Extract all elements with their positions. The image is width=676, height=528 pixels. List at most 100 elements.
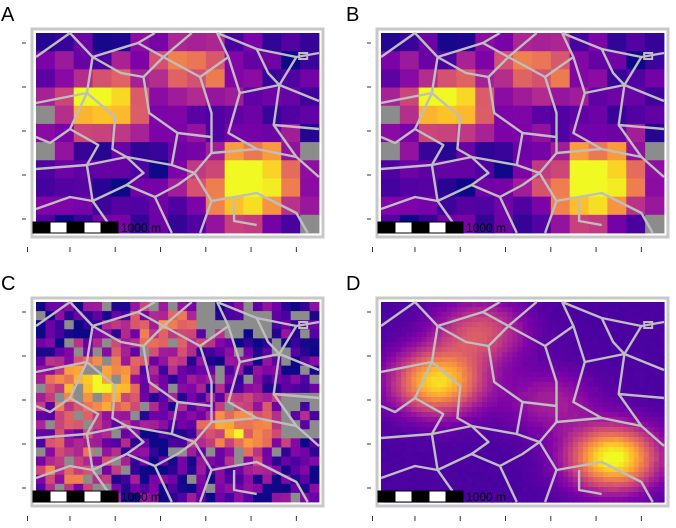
raster-cell: [588, 337, 594, 343]
raster-cell: [613, 472, 620, 478]
raster-cell: [205, 69, 226, 88]
raster-cell: [64, 420, 75, 430]
raster-cell: [262, 356, 273, 367]
raster-cell: [381, 142, 401, 161]
raster-cell: [451, 477, 458, 483]
raster-cell: [54, 356, 65, 367]
raster-cell: [628, 447, 635, 453]
raster-cell: [573, 322, 579, 328]
raster-cell: [593, 427, 599, 433]
raster-cell: [522, 487, 529, 493]
raster-cell: [471, 342, 478, 348]
raster-cell: [36, 483, 46, 494]
raster-cell: [603, 427, 610, 433]
raster-cell: [186, 347, 197, 357]
raster-cell: [92, 178, 112, 198]
raster-cell: [562, 367, 569, 373]
raster-cell: [638, 462, 645, 468]
raster-cell: [573, 347, 579, 353]
raster-cell: [628, 352, 635, 358]
raster-cell: [562, 472, 569, 478]
raster-cell: [386, 377, 392, 383]
raster-cell: [628, 332, 635, 338]
raster-cell: [186, 33, 207, 52]
raster-cell: [111, 438, 122, 448]
raster-cell: [648, 302, 655, 308]
raster-cell: [648, 382, 655, 388]
raster-cell: [552, 462, 559, 468]
raster-cell: [309, 411, 320, 421]
raster-cell: [102, 383, 112, 394]
raster-cell: [492, 497, 498, 503]
raster-cell: [502, 372, 508, 378]
raster-cell: [451, 457, 458, 463]
raster-cell: [492, 492, 498, 498]
raster-cell: [552, 487, 559, 493]
raster-cell: [73, 474, 84, 485]
raster-cell: [477, 392, 483, 398]
raster-cell: [196, 483, 207, 494]
raster-cell: [234, 456, 244, 467]
raster-cell: [653, 307, 660, 313]
raster-cell: [139, 492, 150, 503]
raster-cell: [92, 105, 112, 125]
raster-cell: [196, 402, 207, 412]
raster-cell: [281, 105, 301, 125]
district-boundary: [35, 301, 71, 327]
raster-cell: [471, 482, 478, 488]
raster-cell: [638, 497, 645, 503]
raster-cell: [456, 477, 463, 483]
raster-cell: [401, 482, 407, 488]
raster-cell: [381, 427, 387, 433]
raster-cell: [626, 214, 646, 234]
raster-cell: [517, 387, 524, 393]
raster-cell: [537, 407, 544, 413]
raster-cell: [456, 322, 463, 328]
raster-cell: [522, 492, 529, 498]
raster-cell: [215, 465, 226, 476]
raster-cell: [512, 392, 519, 398]
raster-cell: [224, 347, 235, 357]
raster-cell: [567, 377, 574, 383]
raster-cell: [550, 123, 571, 143]
raster-cell: [527, 367, 534, 373]
raster-cell: [583, 382, 589, 388]
raster-cell: [281, 456, 292, 467]
raster-cell: [557, 472, 564, 478]
raster-cell: [542, 372, 549, 378]
raster-cell: [471, 497, 478, 503]
raster-cell: [487, 387, 493, 393]
raster-cell: [401, 412, 407, 418]
raster-cell: [598, 387, 604, 393]
raster-cell: [542, 392, 549, 398]
raster-cell: [578, 337, 584, 343]
raster-cell: [262, 483, 273, 494]
raster-cell: [391, 477, 397, 483]
raster-cell: [542, 357, 549, 363]
raster-cell: [517, 362, 524, 368]
raster-cell: [391, 372, 397, 378]
raster-cell: [168, 402, 178, 412]
raster-cell: [578, 427, 584, 433]
raster-cell: [111, 51, 131, 70]
raster-cell: [205, 447, 216, 457]
raster-cell: [401, 407, 407, 413]
raster-cell: [482, 357, 488, 363]
district-boundary: [162, 55, 213, 137]
raster-cell: [603, 492, 610, 498]
raster-cell: [567, 467, 574, 473]
raster-cell: [603, 357, 610, 363]
raster-cell: [623, 362, 630, 368]
raster-cell: [527, 427, 534, 433]
raster-cell: [542, 387, 549, 393]
raster-cell: [234, 338, 244, 348]
raster-cell: [512, 437, 519, 443]
raster-cell: [578, 367, 584, 373]
raster-cell: [477, 427, 483, 433]
raster-cell: [215, 429, 226, 439]
raster-cell: [396, 382, 402, 388]
raster-cell: [441, 442, 448, 448]
raster-cell: [648, 437, 655, 443]
raster-cell: [416, 472, 423, 478]
raster-cell: [578, 457, 584, 463]
